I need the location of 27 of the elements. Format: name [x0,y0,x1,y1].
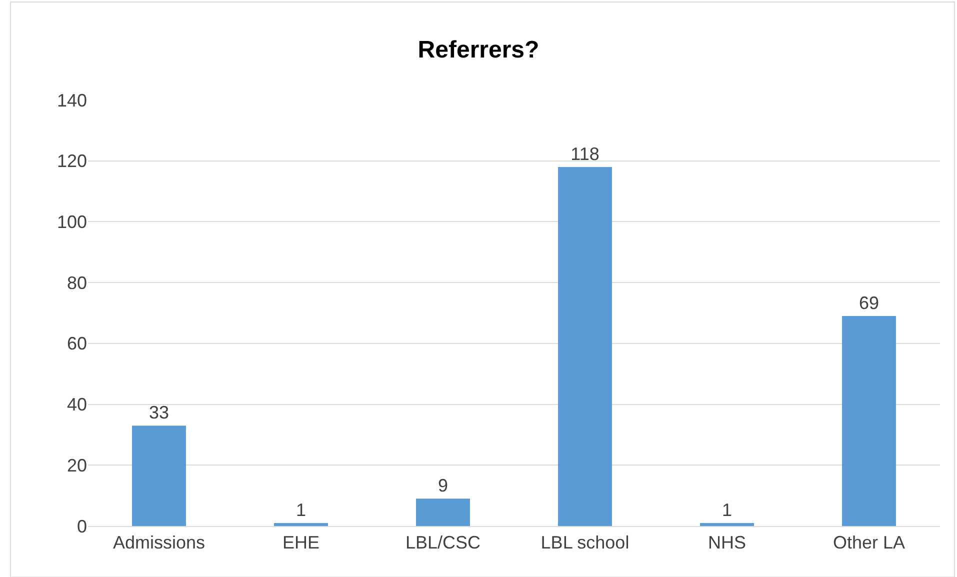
x-tick-label: Other LA [832,532,906,553]
data-label: 9 [438,476,448,496]
y-tick-label: 100 [56,212,87,232]
x-tick-label: EHE [282,532,320,553]
data-label: 118 [570,144,600,164]
x-tick-label: LBL school [540,532,630,553]
bar [416,498,470,526]
y-tick-label: 40 [66,394,87,415]
x-tick-label: Admissions [112,532,206,553]
data-label: 1 [296,500,306,520]
y-tick-label: 140 [56,90,87,110]
data-label: 69 [858,293,880,314]
bar [274,522,328,526]
y-tick-label: 0 [76,516,87,536]
y-tick-label: 80 [66,272,87,293]
chart-title: Referrers? [418,36,540,64]
bar [700,522,754,526]
data-label: 1 [722,500,732,520]
bar [558,166,612,526]
y-tick-label: 60 [66,334,87,354]
y-tick-label: 20 [66,455,87,476]
y-tick-label: 120 [56,151,87,172]
bar [132,426,186,526]
x-tick-label: LBL/CSC [405,532,481,553]
data-label: 33 [148,402,170,423]
bar [842,316,896,526]
x-tick-label: NHS [708,532,746,553]
